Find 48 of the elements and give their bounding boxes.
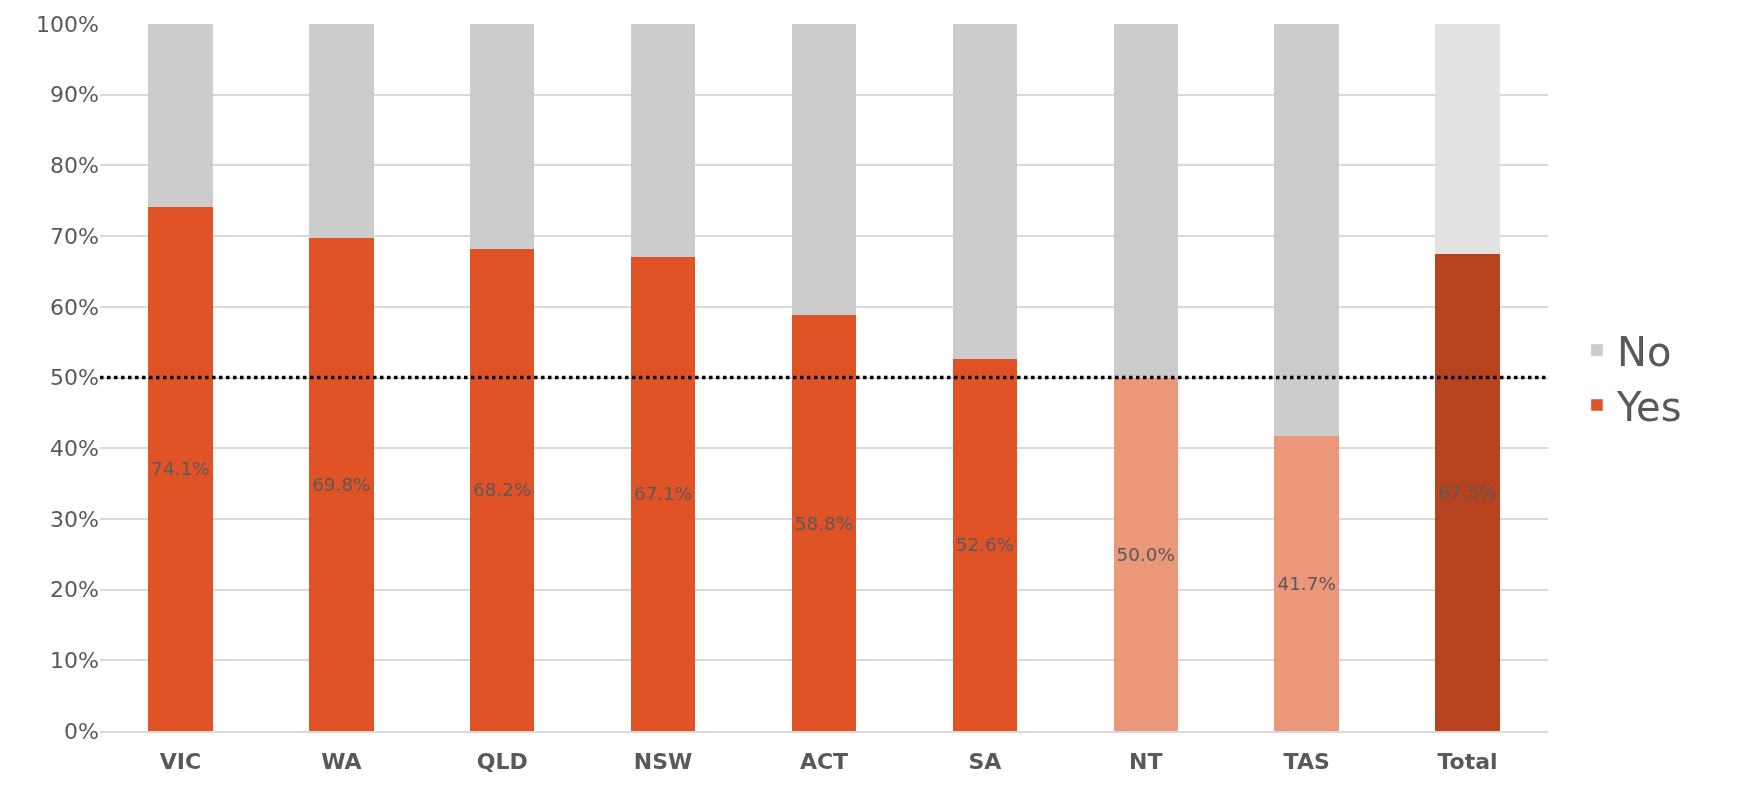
x-tick-label: ACT [799, 749, 849, 775]
y-tick-label: 100% [36, 11, 99, 37]
bar [1113, 24, 1178, 378]
bar [1274, 436, 1339, 731]
legend-label: No [1616, 328, 1672, 375]
y-tick-label: 30% [50, 506, 99, 532]
y-tick-label: 10% [50, 648, 99, 673]
y-tick-label: 90% [50, 82, 99, 108]
x-tick-label: WA [321, 749, 362, 775]
legend-label: Yes [1615, 383, 1682, 430]
x-tick-label: NSW [633, 749, 693, 775]
y-tick-label: 70% [50, 223, 99, 249]
bar [791, 315, 857, 731]
x-tick-label: NT [1129, 749, 1163, 775]
x-tick-label: QLD [476, 749, 528, 775]
bar [309, 24, 374, 238]
y-tick-label: 20% [50, 577, 99, 603]
x-tick-label: VIC [159, 749, 202, 775]
y-tick-label: 40% [50, 435, 99, 461]
bar [791, 24, 857, 316]
data-label: 50.0% [1116, 543, 1175, 565]
y-tick-label: 0% [64, 718, 99, 744]
bar [952, 24, 1018, 360]
bar [470, 248, 535, 731]
data-label: 67.5% [1438, 481, 1497, 503]
bar [1435, 253, 1500, 731]
bar [1113, 377, 1178, 731]
bar [630, 256, 696, 731]
y-tick-label: 50% [50, 365, 99, 391]
data-label: 41.7% [1277, 573, 1336, 595]
data-label: 52.6% [955, 534, 1015, 556]
x-tick-label: SA [968, 749, 1002, 775]
bar [952, 359, 1018, 731]
x-tick-label: TAS [1283, 749, 1330, 775]
data-label: 69.8% [312, 473, 371, 495]
data-label: 67.1% [633, 483, 693, 505]
bar [630, 24, 696, 257]
y-tick-label: 80% [50, 153, 99, 179]
data-label: 68.2% [473, 479, 532, 501]
bar [148, 207, 213, 731]
bar [470, 24, 535, 249]
data-label: 58.8% [794, 512, 854, 534]
x-tick-label: Total [1437, 749, 1498, 775]
y-tick-label: 60% [50, 294, 99, 320]
bar [309, 237, 374, 731]
data-label: 74.1% [151, 458, 210, 480]
bar [148, 24, 213, 208]
bar [1274, 24, 1339, 437]
